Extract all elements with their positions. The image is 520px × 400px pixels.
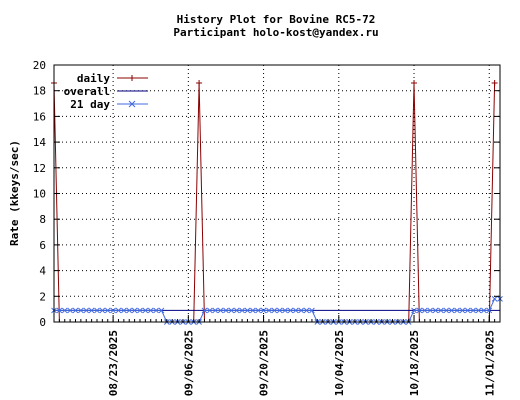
data-point-cross — [416, 307, 423, 314]
data-point-cross — [459, 307, 466, 314]
x-tick-label: 08/23/2025 — [107, 330, 120, 396]
data-point-cross — [292, 307, 299, 314]
data-point-plus — [411, 79, 418, 86]
y-tick-label: 10 — [33, 188, 46, 201]
data-point-cross — [110, 307, 116, 314]
data-point-cross — [67, 307, 73, 314]
data-point-cross — [260, 307, 267, 314]
data-point-cross — [309, 307, 315, 314]
data-point-cross — [88, 307, 95, 314]
series-line-daily — [53, 82, 496, 323]
data-point-cross — [201, 307, 208, 314]
data-point-cross — [411, 307, 417, 314]
data-point-cross — [228, 307, 235, 314]
y-tick-label: 4 — [39, 265, 46, 278]
data-point-cross — [266, 307, 272, 314]
data-point-cross — [438, 307, 444, 314]
data-point-cross — [464, 307, 471, 314]
data-point-cross — [255, 307, 262, 314]
data-point-cross — [443, 307, 450, 314]
data-point-cross — [115, 307, 122, 314]
data-point-cross — [83, 307, 90, 314]
y-tick-label: 6 — [39, 239, 46, 252]
data-point-cross — [432, 307, 439, 314]
y-tick-label: 18 — [33, 85, 46, 98]
chart-subtitle: Participant holo-kost@yandex.ru — [173, 26, 378, 39]
data-point-cross — [427, 307, 433, 314]
x-tick-label: 10/18/2025 — [408, 330, 421, 396]
axis-ticks: 0 2 4 6 8 10 12 14 16 18 20 08/23/2025 09/06/2025 09/… — [33, 59, 501, 396]
data-point-cross — [137, 307, 143, 314]
data-point-cross — [217, 307, 224, 314]
data-point-cross — [78, 307, 84, 314]
data-point-cross — [249, 307, 256, 314]
data-point-cross — [271, 307, 278, 314]
data-point-cross — [470, 307, 476, 314]
data-point-cross — [94, 307, 100, 314]
y-axis-label: Rate (kkeys/sec) — [8, 140, 21, 246]
data-point-cross — [486, 307, 493, 314]
y-tick-label: 8 — [39, 213, 46, 226]
y-tick-label: 20 — [33, 59, 46, 72]
x-tick-label: 09/20/2025 — [258, 330, 271, 396]
data-point-cross — [223, 307, 229, 314]
grid-lines — [54, 65, 500, 322]
data-point-cross — [282, 307, 288, 314]
legend-marker — [129, 75, 135, 81]
data-point-cross — [158, 307, 165, 314]
legend-label: daily — [77, 72, 110, 85]
legend-label: overall — [64, 85, 110, 98]
data-point-cross — [61, 307, 68, 314]
data-point-cross — [153, 307, 159, 314]
data-point-cross — [72, 307, 79, 314]
legend-marker — [128, 100, 136, 108]
data-point-plus — [196, 79, 203, 86]
series-21-day — [51, 296, 503, 325]
data-point-cross — [99, 307, 106, 314]
data-point-cross — [491, 296, 498, 302]
data-point-cross — [147, 307, 154, 314]
x-tick-label: 10/04/2025 — [333, 330, 346, 396]
data-point-cross — [56, 307, 63, 314]
data-point-cross — [421, 307, 428, 314]
data-point-cross — [126, 307, 133, 314]
data-point-cross — [475, 307, 482, 314]
x-tick-label: 09/06/2025 — [182, 330, 195, 396]
data-point-cross — [454, 307, 460, 314]
data-point-cross — [142, 307, 149, 314]
y-tick-label: 12 — [33, 162, 46, 175]
data-point-cross — [233, 307, 240, 314]
data-point-cross — [206, 307, 213, 314]
data-point-cross — [287, 307, 294, 314]
data-point-cross — [276, 307, 283, 314]
y-tick-label: 14 — [33, 136, 47, 149]
chart-title: History Plot for Bovine RC5-72 — [177, 13, 376, 26]
data-point-cross — [298, 307, 305, 314]
legend-label: 21 day — [70, 98, 110, 111]
data-point-cross — [131, 307, 138, 314]
data-point-cross — [244, 307, 251, 314]
y-tick-label: 0 — [39, 316, 46, 329]
data-point-cross — [303, 307, 310, 314]
x-tick-label: 11/01/2025 — [483, 330, 496, 396]
y-tick-label: 16 — [33, 110, 46, 123]
data-point-cross — [239, 307, 245, 314]
y-tick-label: 2 — [39, 290, 46, 303]
data-point-cross — [212, 307, 219, 314]
data-point-cross — [121, 307, 127, 314]
data-point-cross — [104, 307, 111, 314]
data-point-cross — [481, 307, 487, 314]
data-point-cross — [448, 307, 455, 314]
data-point-plus — [491, 79, 498, 86]
